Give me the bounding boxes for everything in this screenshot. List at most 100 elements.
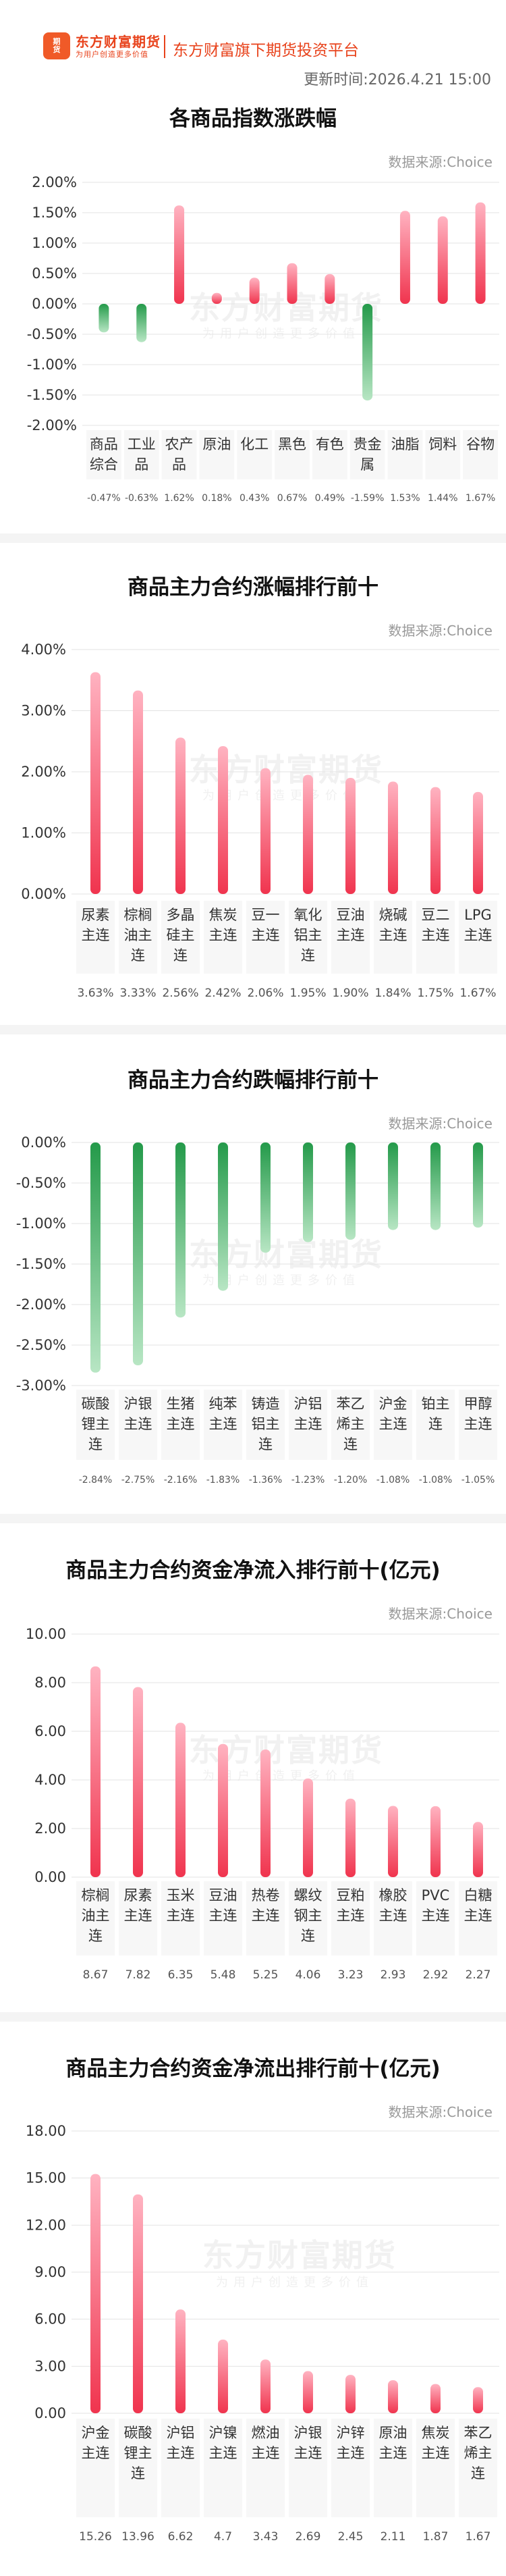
- bar: [388, 781, 398, 894]
- x-tick-label: 豆油主连: [209, 1887, 237, 1924]
- x-tick-label: 螺纹钢主连: [294, 1887, 322, 1944]
- y-tick-label: 4.00: [34, 1772, 66, 1788]
- data-label: 3.43: [253, 2530, 279, 2544]
- x-tick-label: 原油主连: [379, 2425, 407, 2461]
- category-label-bg: [246, 1881, 285, 1955]
- y-tick-label: 1.00%: [21, 825, 66, 841]
- x-tick-label: 豆二主连: [422, 907, 450, 943]
- bar: [399, 211, 410, 304]
- data-label: 6.35: [168, 1968, 194, 1982]
- logo-text-1: 期: [53, 37, 61, 46]
- y-tick-label: -2.50%: [16, 1337, 66, 1353]
- data-source: 数据来源:Choice: [388, 1115, 493, 1132]
- x-tick-label: 烧碱主连: [379, 907, 407, 943]
- category-label-bg: [76, 1390, 115, 1460]
- bar: [388, 2380, 398, 2413]
- data-label: 2.42%: [204, 987, 241, 1000]
- y-tick-label: -1.00%: [27, 357, 77, 373]
- x-tick-label: 棕榈油主连: [124, 907, 152, 964]
- data-label: 2.06%: [247, 987, 283, 1000]
- data-label: 1.67: [466, 2530, 491, 2544]
- x-tick-label: 有色: [316, 436, 344, 452]
- bar: [303, 1142, 313, 1242]
- y-tick-label: -0.50%: [16, 1175, 66, 1191]
- brand-name: 东方财富期货: [76, 34, 161, 50]
- x-tick-label: 沪银主连: [124, 1396, 152, 1432]
- data-label: -1.36%: [249, 1475, 283, 1486]
- data-label: 5.48: [210, 1968, 236, 1982]
- bar: [437, 216, 448, 304]
- data-label: 4.06: [296, 1968, 321, 1982]
- y-tick-label: 4.00%: [21, 641, 66, 658]
- bar: [362, 304, 373, 401]
- y-tick-label: -2.00%: [27, 417, 77, 433]
- data-label: 13.96: [121, 2530, 154, 2544]
- bar: [90, 1666, 101, 1877]
- watermark: 东方财富期货: [202, 2237, 397, 2273]
- x-tick-label: 商品综合: [90, 436, 118, 473]
- category-label-bg: [331, 1881, 370, 1955]
- section-divider: [0, 1514, 506, 1523]
- category-label-bg: [459, 1390, 497, 1460]
- chart-panel-net-inflow: 商品主力合约资金净流入排行前十(亿元) 数据来源:Choice 东方财富期货 为…: [0, 1523, 506, 2012]
- x-tick-label: 饲料: [428, 436, 457, 452]
- data-label: 8.67: [83, 1968, 109, 1982]
- bar: [174, 205, 185, 304]
- bar: [90, 2174, 101, 2413]
- category-label-bg: [416, 901, 455, 974]
- category-label-bg: [275, 430, 310, 479]
- bar-chart-0: 2.00% 1.50% 1.00% 0.50% 0.00% -0.50% -1.00% -1.…: [27, 174, 499, 504]
- category-label-bg: [246, 1390, 285, 1460]
- bar-chart-4: 18.00 15.00 12.00 9.00 6.00 3.00 0.00 沪金主连 15.26…: [26, 2123, 499, 2544]
- bar: [218, 745, 228, 894]
- data-label: -1.05%: [461, 1475, 495, 1486]
- bar: [133, 1142, 143, 1365]
- bar: [133, 2194, 143, 2413]
- data-label: 5.25: [253, 1968, 279, 1982]
- bar: [133, 690, 143, 894]
- data-label: 2.93: [381, 1968, 406, 1982]
- data-label: -1.83%: [206, 1475, 240, 1486]
- chart-title: 商品主力合约跌幅排行前十: [128, 1068, 378, 1093]
- data-label: 15.26: [79, 2530, 112, 2544]
- data-label: -0.63%: [125, 493, 159, 504]
- y-tick-label: 0.00%: [21, 886, 66, 902]
- x-tick-label: 沪镍主连: [209, 2425, 237, 2461]
- x-tick-label: 甲醇主连: [464, 1396, 493, 1432]
- x-tick-label: PVC 主连: [422, 1887, 450, 1924]
- x-tick-label: 尿素主连: [82, 907, 110, 943]
- category-label-bg: [76, 2419, 115, 2517]
- x-tick-label: 沪锌主连: [337, 2425, 365, 2461]
- data-label: 4.7: [214, 2530, 232, 2544]
- category-label-bg: [416, 1881, 455, 1955]
- category-label-bg: [459, 901, 497, 974]
- chart-panel-top-losers: 商品主力合约跌幅排行前十 数据来源:Choice 东方财富期货 为用户创造更多价…: [0, 1034, 506, 1514]
- bar: [211, 292, 222, 304]
- y-tick-label: 2.00%: [32, 174, 77, 190]
- bar: [175, 1723, 186, 1877]
- x-tick-label: 焦炭主连: [422, 2425, 450, 2461]
- y-tick-label: 15.00: [26, 2170, 66, 2186]
- watermark-sub: 为用户创造更多价值: [216, 2276, 374, 2290]
- x-tick-label: 多晶硅主连: [167, 907, 195, 964]
- category-label-bg: [289, 1390, 327, 1460]
- data-source: 数据来源:Choice: [388, 2104, 493, 2120]
- data-label: -1.20%: [334, 1475, 368, 1486]
- update-time-value: 2026.4.21 15:00: [368, 72, 491, 88]
- chart-panel-net-outflow: 商品主力合约资金净流出排行前十(亿元) 数据来源:Choice 东方财富期货 为…: [0, 2022, 506, 2576]
- x-tick-label: 棕榈油主连: [82, 1887, 110, 1944]
- y-tick-label: 3.00: [34, 2358, 66, 2374]
- bar: [303, 2371, 313, 2413]
- y-tick-label: 0.00: [34, 2405, 66, 2421]
- bar: [133, 1687, 143, 1877]
- category-label-bg: [161, 901, 200, 974]
- y-tick-label: -0.50%: [27, 326, 77, 342]
- y-tick-label: 6.00: [34, 2311, 66, 2328]
- data-label: 2.11: [381, 2530, 406, 2544]
- bar: [303, 774, 313, 894]
- bar: [325, 273, 335, 304]
- data-label: 0.49%: [315, 493, 345, 504]
- bar: [345, 1142, 356, 1240]
- data-label: 7.82: [125, 1968, 151, 1982]
- data-label: 1.62%: [164, 493, 194, 504]
